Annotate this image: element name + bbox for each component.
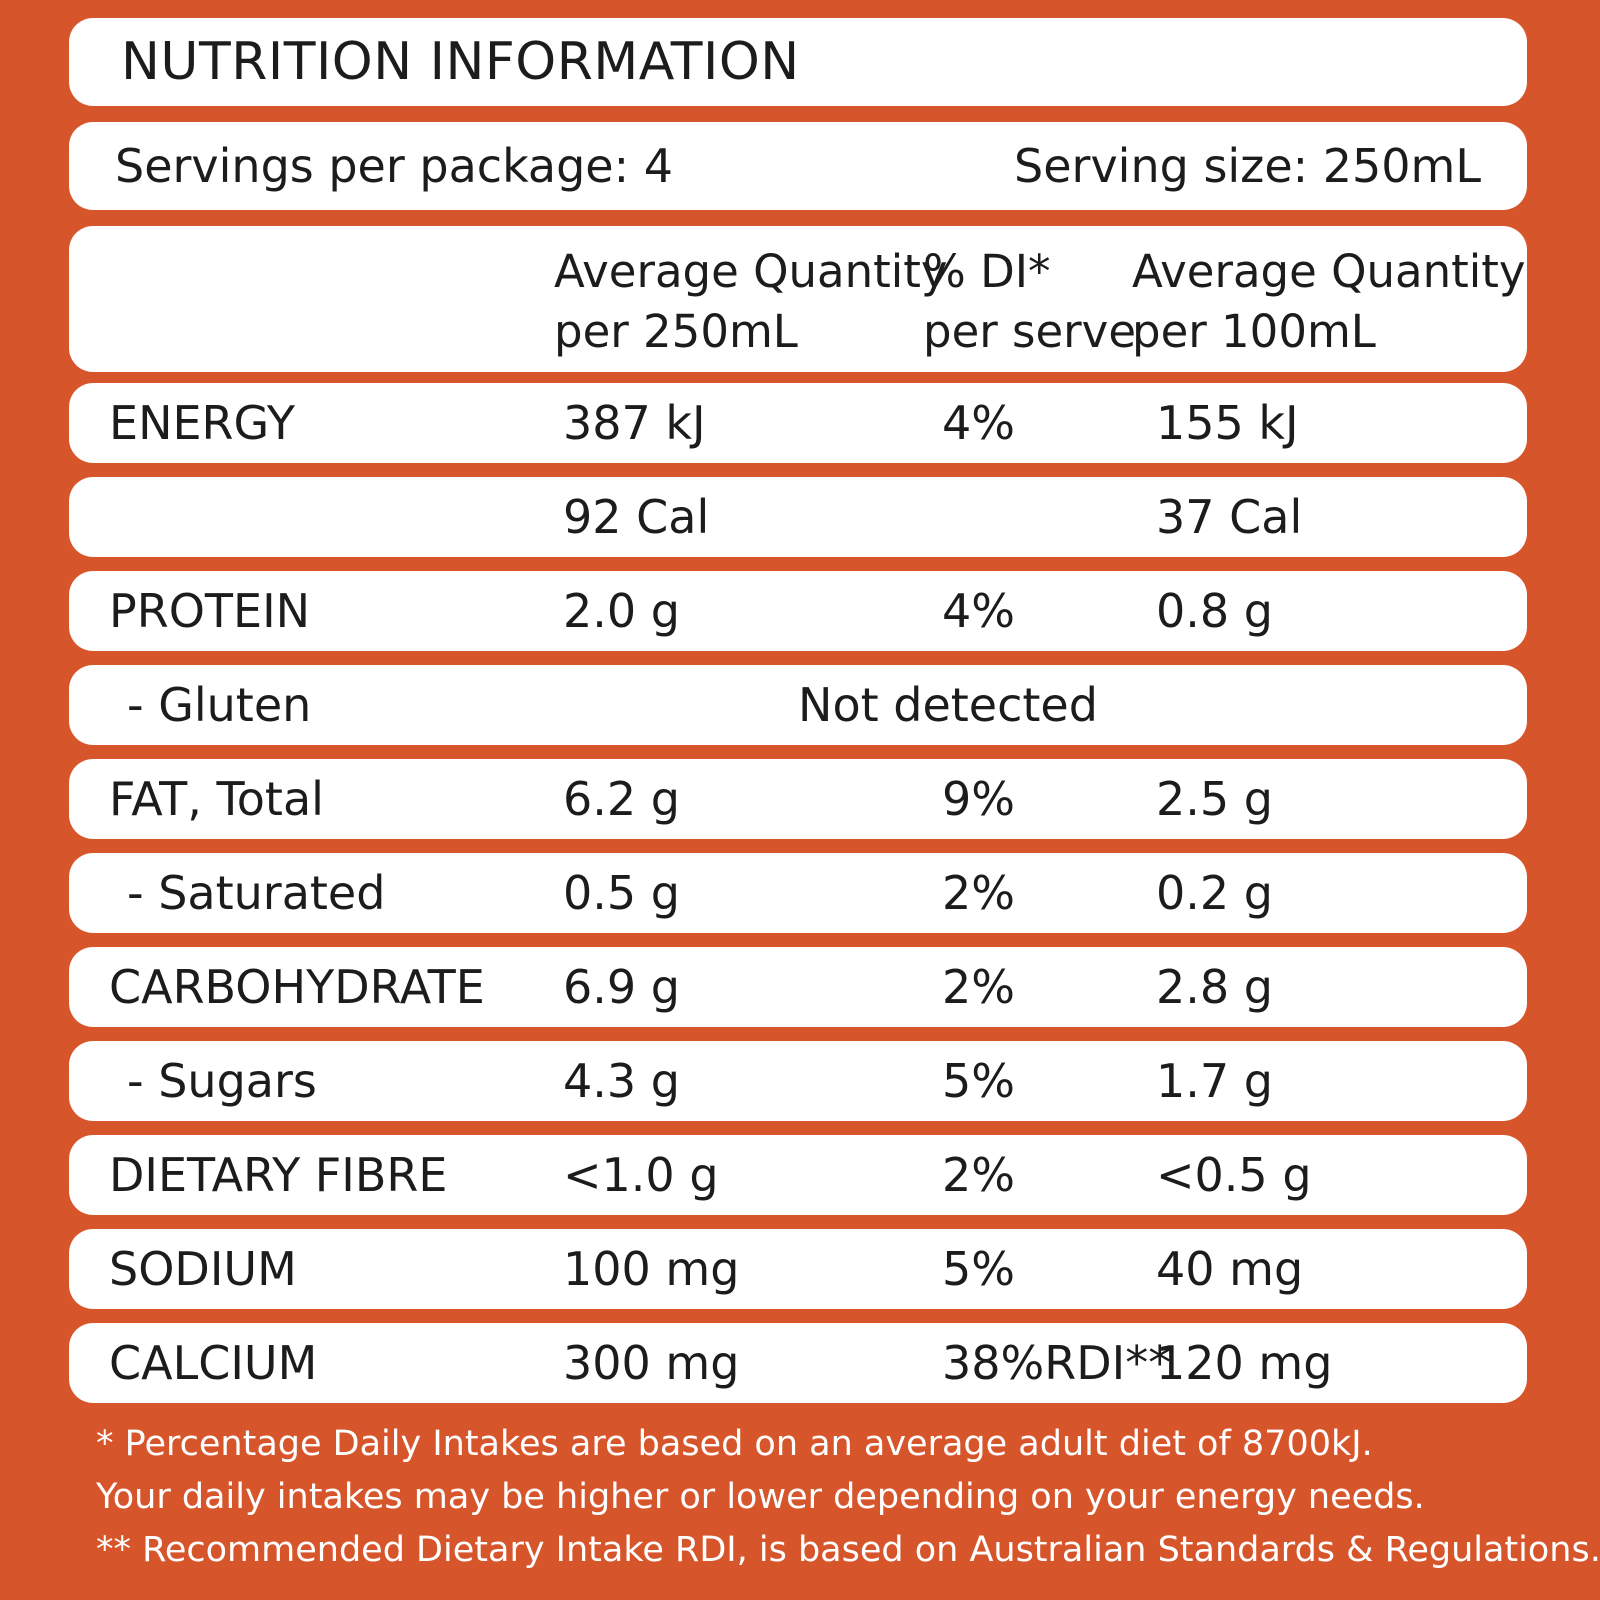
nutrient-label: DIETARY FIBRE (109, 1148, 448, 1202)
qty-per-serve: 2.0 g (563, 584, 680, 638)
qty-per-100ml: 40 mg (1156, 1242, 1304, 1296)
not-detected-note: Not detected (798, 678, 1098, 732)
qty-per-100ml: 37 Cal (1156, 490, 1303, 544)
qty-per-serve: 6.9 g (563, 960, 680, 1014)
footnote-daily-intake: * Percentage Daily Intakes are based on … (96, 1424, 1373, 1464)
nutrient-row-sodium: SODIUM 100 mg 5% 40 mg (69, 1229, 1527, 1309)
serving-size: Serving size: 250mL (1014, 139, 1481, 193)
nutrient-row-fat-total: FAT, Total 6.2 g 9% 2.5 g (69, 759, 1527, 839)
qty-per-serve: 4.3 g (563, 1054, 680, 1108)
nutrient-row-calcium: CALCIUM 300 mg 38%RDI** 120 mg (69, 1323, 1527, 1403)
di-per-serve: 2% (942, 866, 1015, 920)
footnotes: * Percentage Daily Intakes are based on … (96, 1418, 1600, 1577)
di-per-serve: 5% (942, 1242, 1015, 1296)
nutrient-row-calories: 92 Cal 37 Cal (69, 477, 1527, 557)
footnote-energy-needs: Your daily intakes may be higher or lowe… (96, 1477, 1425, 1517)
di-per-serve: 4% (942, 584, 1015, 638)
servings-per-package: Servings per package: 4 (115, 139, 673, 193)
di-per-serve: 38%RDI** (942, 1336, 1172, 1390)
serving-info-panel: Servings per package: 4 Serving size: 25… (69, 122, 1527, 210)
nutrient-label: ENERGY (109, 396, 295, 450)
column-header-qty-per-serve: Average Quantity per 250mL (554, 245, 948, 358)
title-panel: NUTRITION INFORMATION (69, 18, 1527, 106)
column-header-di-per-serve: % DI* per serve (923, 245, 1137, 358)
qty-per-serve: 100 mg (563, 1242, 740, 1296)
nutrient-label: - Sugars (127, 1054, 317, 1108)
nutrient-label: CALCIUM (109, 1336, 318, 1390)
nutrient-row-sugars: - Sugars 4.3 g 5% 1.7 g (69, 1041, 1527, 1121)
qty-per-serve: 6.2 g (563, 772, 680, 826)
di-per-serve: 5% (942, 1054, 1015, 1108)
nutrient-label: PROTEIN (109, 584, 311, 638)
di-per-serve: 2% (942, 1148, 1015, 1202)
footnote-rdi: ** Recommended Dietary Intake RDI, is ba… (96, 1530, 1600, 1570)
qty-per-100ml: 0.2 g (1156, 866, 1273, 920)
qty-per-serve: 0.5 g (563, 866, 680, 920)
nutrient-row-energy: ENERGY 387 kJ 4% 155 kJ (69, 383, 1527, 463)
table-header: Average Quantity per 250mL % DI* per ser… (69, 226, 1527, 372)
qty-per-100ml: 2.5 g (1156, 772, 1273, 826)
di-per-serve: 9% (942, 772, 1015, 826)
nutrient-label: - Gluten (127, 678, 312, 732)
nutrient-label: FAT, Total (109, 772, 324, 826)
nutrient-label: - Saturated (127, 866, 386, 920)
di-per-serve: 4% (942, 396, 1015, 450)
nutrient-row-carbohydrate: CARBOHYDRATE 6.9 g 2% 2.8 g (69, 947, 1527, 1027)
nutrient-row-gluten: - Gluten Not detected (69, 665, 1527, 745)
column-header-qty-per-100ml: Average Quantity per 100mL (1132, 245, 1526, 358)
nutrient-row-saturated: - Saturated 0.5 g 2% 0.2 g (69, 853, 1527, 933)
nutrient-label: SODIUM (109, 1242, 297, 1296)
nutrient-label: CARBOHYDRATE (109, 960, 485, 1014)
qty-per-100ml: 1.7 g (1156, 1054, 1273, 1108)
qty-per-100ml: <0.5 g (1156, 1148, 1312, 1202)
page-title: NUTRITION INFORMATION (121, 32, 800, 92)
di-per-serve: 2% (942, 960, 1015, 1014)
qty-per-100ml: 2.8 g (1156, 960, 1273, 1014)
qty-per-serve: 92 Cal (563, 490, 710, 544)
qty-per-serve: 300 mg (563, 1336, 740, 1390)
nutrient-row-dietary-fibre: DIETARY FIBRE <1.0 g 2% <0.5 g (69, 1135, 1527, 1215)
nutrient-row-protein: PROTEIN 2.0 g 4% 0.8 g (69, 571, 1527, 651)
qty-per-serve: <1.0 g (563, 1148, 719, 1202)
qty-per-100ml: 155 kJ (1156, 396, 1299, 450)
qty-per-100ml: 120 mg (1156, 1336, 1333, 1390)
qty-per-100ml: 0.8 g (1156, 584, 1273, 638)
qty-per-serve: 387 kJ (563, 396, 706, 450)
